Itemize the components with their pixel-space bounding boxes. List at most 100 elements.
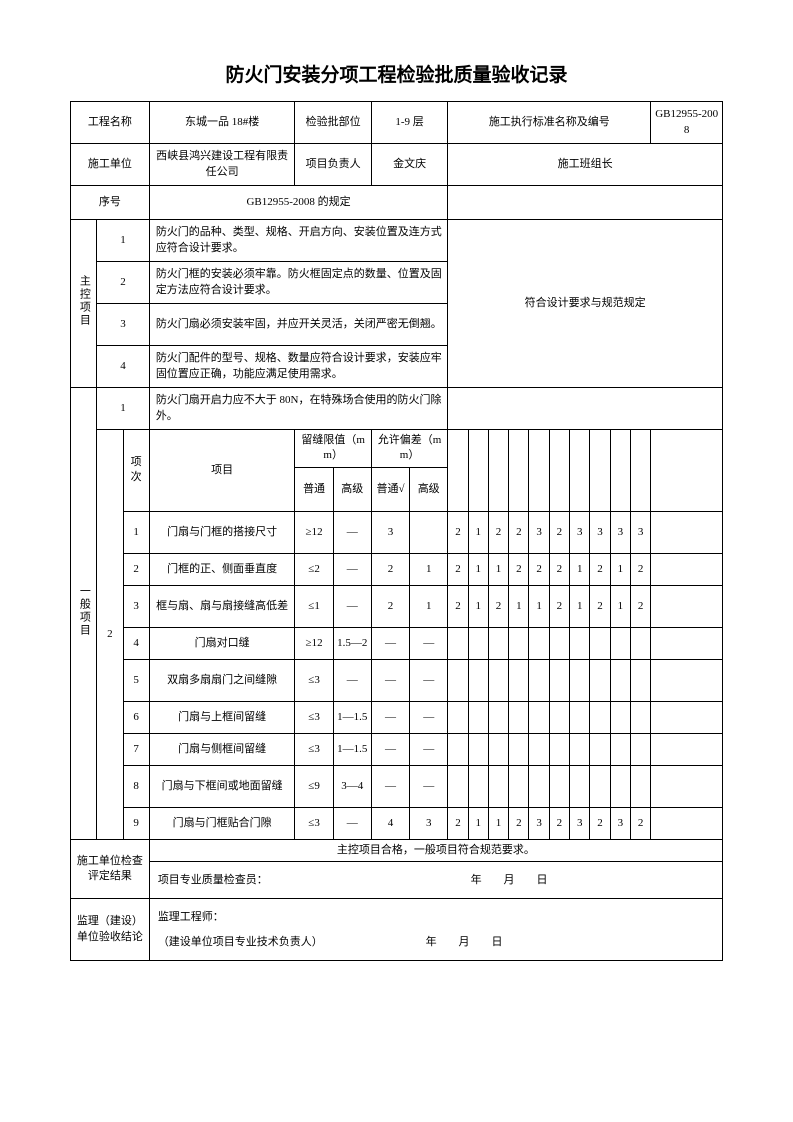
gen-m3 [488, 430, 508, 512]
sup-sig2: （建设单位项目专业技术负责人） [158, 936, 323, 948]
cell: 2 [448, 511, 468, 553]
cell: 2 [590, 553, 610, 585]
cell: 框与扇、扇与扇接缝高低差 [149, 585, 295, 627]
cell: 3 [123, 585, 149, 627]
cell: 3 [570, 807, 590, 839]
gen-row-1: 一般项目 1 防火门扇开启力应不大于 80N，在特殊场合使用的防火门除外。 [71, 388, 723, 430]
cell [570, 701, 590, 733]
cell: — [333, 511, 371, 553]
cell: 2 [549, 511, 569, 553]
cell: 1 [610, 553, 630, 585]
cell: — [410, 627, 448, 659]
gen-m1 [448, 430, 468, 512]
label-seq: 序号 [71, 186, 150, 220]
gen-d1: 1 门扇与门框的搭接尺寸 ≥12 — 3 2122323333 [71, 511, 723, 553]
cell [529, 733, 549, 765]
cell: 1 [123, 511, 149, 553]
cell: 2 [448, 807, 468, 839]
cell: 2 [509, 553, 529, 585]
gen-d8: 8 门扇与下框间或地面留缝 ≤93—4—— [71, 765, 723, 807]
gen-d7: 7 门扇与侧框间留缝 ≤31—1.5—— [71, 733, 723, 765]
seq-row: 序号 GB12955-2008 的规定 [71, 186, 723, 220]
gen-m6 [549, 430, 569, 512]
cell [651, 807, 723, 839]
cell [610, 733, 630, 765]
cell [610, 659, 630, 701]
page-title: 防火门安装分项工程检验批质量验收记录 [70, 60, 723, 87]
cell: — [333, 807, 371, 839]
cell: 门扇与上框间留缝 [149, 701, 295, 733]
blank-spec [448, 186, 723, 220]
cell [570, 733, 590, 765]
main-result: 符合设计要求与规范规定 [448, 220, 723, 388]
gen-m8 [590, 430, 610, 512]
gen-d9: 9 门扇与门框贴合门隙 ≤3—43 2112323232 [71, 807, 723, 839]
cell: 2 [630, 807, 650, 839]
val-proj-name: 东城一品 18#楼 [149, 102, 295, 144]
cell: 1 [570, 553, 590, 585]
cell: 5 [123, 659, 149, 701]
cell [651, 585, 723, 627]
cell [651, 511, 723, 553]
main-row-1: 主控项目 1 防火门的品种、类型、规格、开启方向、安装位置及连方式应符合设计要求… [71, 220, 723, 262]
label-cons-unit: 施工单位 [71, 144, 150, 186]
gen-ptc: 普通√ [371, 467, 409, 511]
main-4-t: 防火门配件的型号、规格、数量应符合设计要求，安装应牢固位置应正确，功能应满足使用… [149, 346, 447, 388]
cell: 2 [549, 585, 569, 627]
val-cons-unit: 西峡县鸿兴建设工程有限责任公司 [149, 144, 295, 186]
cell: 2 [590, 585, 610, 627]
cell [549, 701, 569, 733]
cell [630, 627, 650, 659]
cell [610, 627, 630, 659]
cell [468, 733, 488, 765]
cell: 1—1.5 [333, 701, 371, 733]
gen-label: 一般项目 [71, 388, 97, 840]
header-row-1: 工程名称 东城一品 18#楼 检验批部位 1-9 层 施工执行标准名称及编号 G… [71, 102, 723, 144]
cons-result: 主控项目合格，一般项目符合规范要求。 [149, 839, 722, 861]
cell: 1 [610, 585, 630, 627]
sup-date: 年 月 日 [426, 930, 503, 954]
val-proj-leader: 金文庆 [371, 144, 447, 186]
gen-m2 [468, 430, 488, 512]
cell [630, 659, 650, 701]
cell: — [333, 585, 371, 627]
cell: 门框的正、侧面垂直度 [149, 553, 295, 585]
cell [610, 701, 630, 733]
cons-sig: 项目专业质量检查员： 年 月 日 [149, 862, 722, 899]
cell: 2 [488, 511, 508, 553]
main-2-t: 防火门框的安装必须牢靠。防火框固定点的数量、位置及固定方法应符合设计要求。 [149, 262, 447, 304]
cell: 门扇与下框间或地面留缝 [149, 765, 295, 807]
cell: ≤1 [295, 585, 333, 627]
gen-m5 [529, 430, 549, 512]
cell: 3 [529, 807, 549, 839]
sup-sig: 监理工程师： （建设单位项目专业技术负责人） 年 月 日 [149, 899, 722, 960]
cell: 2 [509, 511, 529, 553]
sup-label: 监理（建设）单位验收结论 [71, 899, 150, 960]
cell: 3 [610, 511, 630, 553]
cell [590, 765, 610, 807]
cell [448, 701, 468, 733]
cell [529, 627, 549, 659]
cell: 1 [468, 585, 488, 627]
label-team-leader: 施工班组长 [448, 144, 723, 186]
cell: 9 [123, 807, 149, 839]
cell: 3 [590, 511, 610, 553]
cell [651, 553, 723, 585]
cell: 2 [549, 553, 569, 585]
cell [468, 765, 488, 807]
cell: 1 [488, 807, 508, 839]
cell: 1 [468, 553, 488, 585]
gen-d5: 5 双扇多扇扇门之间缝隙 ≤3——— [71, 659, 723, 701]
cell [529, 659, 549, 701]
gen-gj2: 高级 [410, 467, 448, 511]
cell [651, 765, 723, 807]
cell: — [410, 733, 448, 765]
gen-d3: 3 框与扇、扇与扇接缝高低差 ≤1—21 2121121212 [71, 585, 723, 627]
cell: 2 [371, 585, 409, 627]
cell: 双扇多扇扇门之间缝隙 [149, 659, 295, 701]
cell [448, 765, 468, 807]
main-2-n: 2 [97, 262, 150, 304]
cell: — [371, 627, 409, 659]
cell [509, 701, 529, 733]
cell: 4 [123, 627, 149, 659]
